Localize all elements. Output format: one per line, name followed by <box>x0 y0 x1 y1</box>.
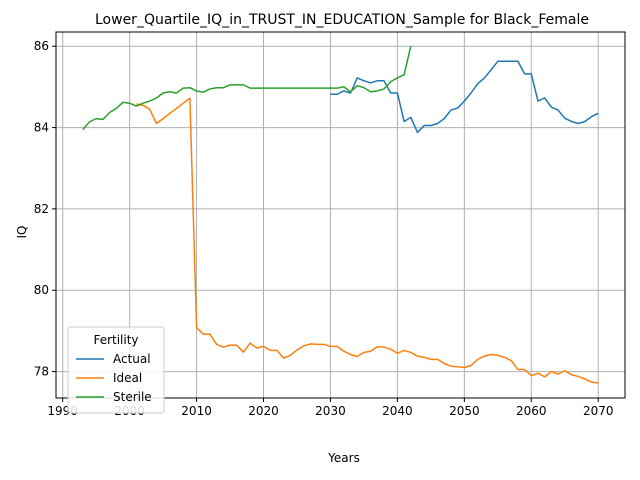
chart-title: Lower_Quartile_IQ_in_TRUST_IN_EDUCATION_… <box>95 12 589 28</box>
series-line-ideal <box>136 97 599 384</box>
series-line-actual <box>330 60 599 134</box>
legend: Fertility Actual Ideal Sterile <box>67 326 165 414</box>
series-line-sterile <box>82 46 412 131</box>
x-axis-title: Years <box>327 451 360 465</box>
y-tick-label: 78 <box>34 365 49 379</box>
legend-entries: Actual Ideal Sterile <box>76 352 152 404</box>
x-tick-label: 2040 <box>382 404 413 418</box>
y-tick-label: 80 <box>34 283 49 297</box>
plot-frame <box>55 31 626 399</box>
y-tick-label: 84 <box>34 121 49 135</box>
legend-label-actual: Actual <box>113 352 151 366</box>
legend-title: Fertility <box>93 333 138 347</box>
grid <box>56 32 625 398</box>
x-tick-label: 2060 <box>516 404 547 418</box>
legend-label-ideal: Ideal <box>113 371 142 385</box>
y-tick-label: 86 <box>34 39 49 53</box>
x-tick-label: 2010 <box>181 404 212 418</box>
axis-ticks: 1990200020102020203020402050206020707880… <box>34 39 614 418</box>
x-tick-label: 2050 <box>449 404 480 418</box>
x-tick-label: 2030 <box>315 404 346 418</box>
x-tick-label: 2020 <box>248 404 279 418</box>
y-tick-label: 82 <box>34 202 49 216</box>
legend-label-sterile: Sterile <box>113 390 152 404</box>
legend-box <box>67 326 165 414</box>
x-tick-label: 2070 <box>583 404 614 418</box>
series-lines <box>82 46 599 384</box>
y-axis-title: IQ <box>15 226 29 239</box>
